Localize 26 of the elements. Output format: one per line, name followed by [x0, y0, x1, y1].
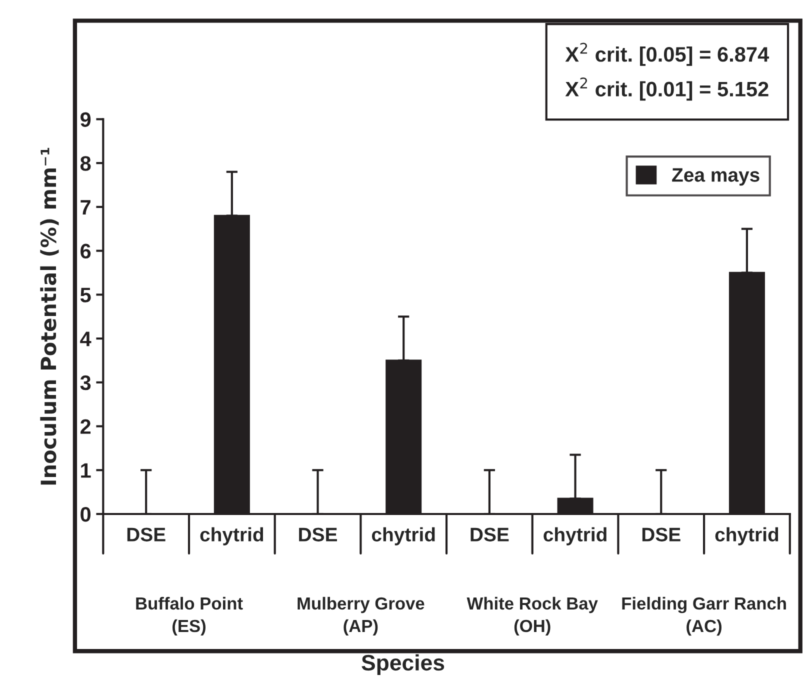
text: Mulberry Grove (AP) [298, 596, 424, 636]
x-tick-label: chytrid [372, 527, 435, 546]
y-tick-label: 3 [80, 375, 91, 390]
x-tick-label: chytrid [200, 527, 264, 546]
x-tick-label: chytrid [544, 527, 606, 546]
y-tick-label: 1 [81, 463, 91, 478]
text: X$^{2}$ crit. [0.05] = 6.874 X$^{2}$ crit. [0.01] = 5.152 [565, 42, 770, 101]
text: Fielding Garr Ranch (AC) [622, 596, 786, 636]
y-tick-label: 2 [80, 419, 91, 434]
y-tick-label: 0 [80, 506, 91, 522]
x-tick-label: chytrid [715, 527, 778, 546]
y-tick-label: 9 [80, 112, 91, 127]
legend-label: Zea mays [672, 168, 760, 186]
y-axis-title: Inoculum Potential (%) mm⁻¹ [40, 148, 59, 485]
y-tick-label: 4 [80, 332, 92, 346]
x-tick-label: DSE [299, 528, 337, 542]
text: Buffalo Point (ES) [136, 596, 243, 636]
x-tick-label: DSE [642, 528, 680, 542]
x-tick-label: DSE [470, 528, 509, 542]
y-tick-label: 5 [80, 288, 91, 302]
x-axis-title: Species [362, 654, 444, 676]
y-tick-label: 6 [80, 244, 91, 259]
y-tick-label: 8 [80, 156, 91, 171]
y-tick-label: 7 [80, 200, 90, 214]
text: White Rock Bay (OH) [466, 596, 598, 636]
x-tick-label: DSE [127, 528, 166, 542]
